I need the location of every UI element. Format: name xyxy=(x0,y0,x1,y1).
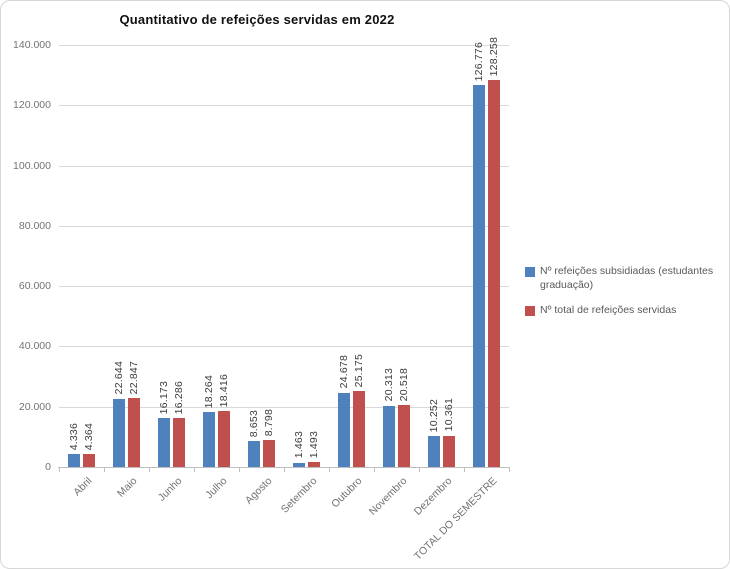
gridline xyxy=(59,225,509,227)
bar-total xyxy=(353,391,365,467)
axis-tick-mark xyxy=(329,468,330,472)
value-label: 22.847 xyxy=(128,360,140,395)
value-label: 20.313 xyxy=(383,368,395,402)
value-label: 126.776 xyxy=(473,41,485,81)
y-axis-label: 80.000 xyxy=(18,219,51,232)
y-axis-label: 40.000 xyxy=(18,340,51,353)
bar-total xyxy=(83,453,95,467)
bar-subsidized xyxy=(338,392,350,467)
value-label: 8.653 xyxy=(248,409,260,437)
value-label: 1.493 xyxy=(308,431,320,459)
legend-label: Nº refeições subsidiadas (estudantes gra… xyxy=(540,265,714,291)
bar-total xyxy=(263,440,275,467)
value-label: 10.252 xyxy=(428,398,440,433)
legend-item: Nº refeições subsidiadas (estudantes gra… xyxy=(525,265,729,292)
value-label: 16.173 xyxy=(158,380,170,415)
legend-label: Nº total de refeições servidas xyxy=(540,304,677,316)
legend-swatch-blue xyxy=(525,267,535,277)
bar-total xyxy=(398,405,410,467)
bar-total xyxy=(308,462,320,467)
x-axis-label: Abril xyxy=(70,475,94,499)
axis-tick-mark xyxy=(149,468,150,472)
axis-tick-mark xyxy=(509,468,510,472)
bar-subsidized xyxy=(113,398,125,467)
value-label: 1.463 xyxy=(293,431,305,459)
axis-tick-mark xyxy=(104,468,105,472)
y-axis-label: 140.000 xyxy=(13,39,51,51)
axis-tick-mark xyxy=(464,468,465,472)
axis-tick-mark xyxy=(59,468,60,472)
bar-total xyxy=(173,417,185,467)
bar-total xyxy=(443,435,455,467)
bar-subsidized xyxy=(293,462,305,467)
value-label: 4.336 xyxy=(68,422,80,450)
value-label: 25.175 xyxy=(353,353,365,388)
bar-subsidized xyxy=(203,411,215,467)
y-axis-label: 120.000 xyxy=(13,99,51,112)
bar-subsidized xyxy=(158,418,170,467)
value-label: 22.644 xyxy=(113,361,125,395)
axis-tick-mark xyxy=(194,468,195,472)
y-axis-label: 100.000 xyxy=(13,159,51,172)
x-axis-line xyxy=(58,467,510,468)
bar-total xyxy=(218,411,230,467)
axis-tick-mark xyxy=(284,468,285,472)
legend-item: Nº total de refeições servidas xyxy=(525,304,729,318)
bar-subsidized xyxy=(383,405,395,467)
value-label: 20.518 xyxy=(398,367,410,402)
bar-subsidized xyxy=(68,453,80,467)
gridline xyxy=(59,406,509,408)
y-axis-label: 0 xyxy=(45,461,51,473)
bar-total xyxy=(488,80,500,467)
axis-tick-mark xyxy=(239,468,240,472)
value-label: 4.364 xyxy=(83,422,95,450)
bar-subsidized xyxy=(428,436,440,467)
gridline xyxy=(59,286,509,288)
value-label: 18.264 xyxy=(203,374,215,408)
bar-total xyxy=(128,398,140,467)
gridline xyxy=(59,105,509,107)
gridline xyxy=(59,346,509,348)
value-label: 18.416 xyxy=(218,374,230,408)
gridline xyxy=(59,165,509,167)
y-axis-label: 60.000 xyxy=(18,280,51,293)
chart-title: Quantitativo de refeições servidas em 20… xyxy=(119,12,395,27)
axis-tick-mark xyxy=(374,468,375,472)
bar-subsidized xyxy=(473,84,485,467)
value-label: 128.258 xyxy=(488,37,500,77)
value-label: 24.678 xyxy=(338,355,350,389)
value-label: 10.361 xyxy=(443,398,455,432)
axis-tick-mark xyxy=(419,468,420,472)
value-label: 16.286 xyxy=(173,380,185,414)
bar-subsidized xyxy=(248,440,260,467)
y-axis-label: 20.000 xyxy=(18,400,51,413)
gridline xyxy=(59,45,509,46)
legend: Nº refeições subsidiadas (estudantes gra… xyxy=(525,265,729,330)
value-label: 8.798 xyxy=(263,409,275,437)
legend-swatch-red xyxy=(525,306,535,316)
